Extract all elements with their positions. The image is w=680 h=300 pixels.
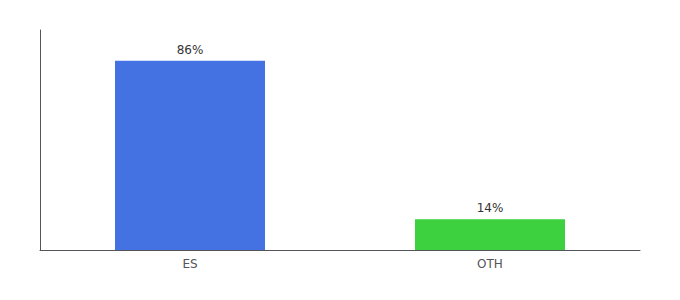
svg-text:OTH: OTH bbox=[477, 257, 503, 271]
svg-text:ES: ES bbox=[182, 257, 197, 271]
svg-text:86%: 86% bbox=[177, 43, 204, 57]
svg-text:14%: 14% bbox=[477, 201, 504, 215]
